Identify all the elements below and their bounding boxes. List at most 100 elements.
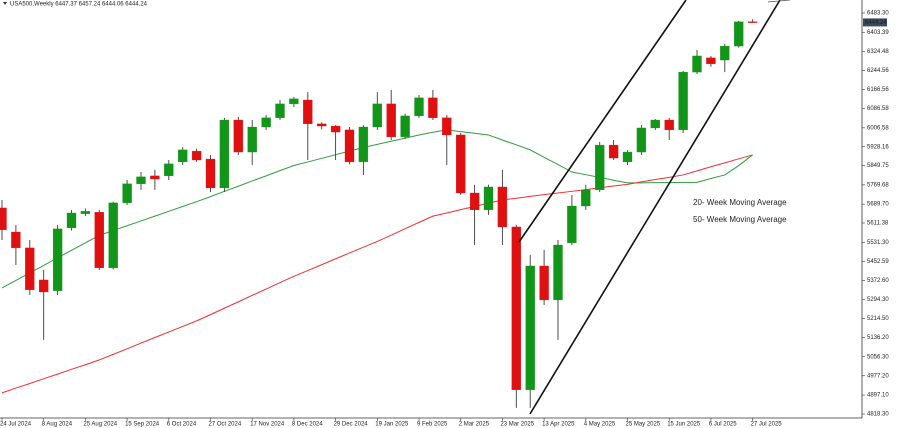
x-tick-label: 24 Jul 2024 — [0, 422, 32, 428]
candle-body — [678, 71, 688, 131]
x-tick-label: 15 Sep 2024 — [125, 422, 160, 428]
x-tick-label: 27 Oct 2024 — [209, 422, 242, 428]
candle-body — [608, 144, 619, 159]
x-tick-label: 8 Aug 2024 — [42, 422, 73, 428]
y-tick-label: 6244.56 — [867, 68, 889, 74]
candle-body — [289, 98, 299, 105]
candle-body — [25, 247, 35, 290]
x-tick-label: 19 Jan 2025 — [375, 422, 409, 428]
candle-body — [553, 244, 563, 301]
channel-mark — [767, 0, 791, 3]
candle-body — [330, 125, 341, 133]
x-tick-label: 25 Aug 2024 — [83, 422, 117, 428]
x-tick-label: 2 Mar 2025 — [459, 422, 490, 428]
candle-body — [664, 119, 674, 131]
y-tick-label: 5214.50 — [867, 316, 889, 322]
candle-body — [706, 57, 716, 65]
candle-body — [303, 99, 313, 125]
y-tick-label: 6403.39 — [867, 30, 889, 36]
last-price-label: 6444.24 — [865, 20, 887, 26]
candle-body — [414, 97, 424, 117]
candle-body — [11, 231, 21, 249]
candle-body — [469, 192, 480, 211]
candle-body — [219, 119, 230, 189]
candle-body — [80, 211, 91, 214]
candle-body — [539, 265, 549, 301]
y-tick-label: 5928.16 — [867, 144, 889, 150]
y-tick-label: 6166.56 — [867, 87, 889, 93]
x-tick-label: 25 May 2025 — [626, 422, 661, 428]
candle-body — [191, 150, 202, 161]
candle-body — [525, 265, 535, 390]
candle-body — [94, 212, 104, 269]
y-tick-label: 5769.68 — [867, 182, 889, 188]
moving-average-line — [1, 154, 753, 394]
candle-body — [622, 151, 633, 163]
y-tick-label: 5689.70 — [867, 202, 889, 208]
candle-body — [650, 119, 660, 129]
x-tick-label: 6 Oct 2024 — [167, 422, 197, 428]
candle-body — [386, 103, 396, 138]
candle-body — [233, 119, 243, 153]
candle-body — [483, 186, 494, 211]
candle-body — [205, 158, 216, 189]
y-tick-label: 6086.58 — [867, 106, 889, 112]
y-tick-label: 5531.30 — [867, 240, 889, 246]
candle-body — [400, 115, 410, 138]
x-tick-label: 17 Nov 2024 — [250, 422, 285, 428]
x-tick-label: 27 Jul 2025 — [751, 422, 783, 428]
y-tick-label: 5372.60 — [867, 278, 889, 284]
candle-body — [108, 202, 118, 269]
candle-body — [720, 45, 730, 61]
x-tick-label: 4 May 2025 — [584, 422, 616, 428]
candle-body — [39, 279, 49, 293]
candle-body — [344, 129, 355, 163]
candle-body — [456, 134, 466, 194]
x-tick-label: 6 Jul 2025 — [709, 422, 737, 428]
candle-body — [261, 117, 271, 128]
y-tick-label: 6483.30 — [867, 11, 889, 17]
candle-body — [636, 127, 647, 153]
legend-entry: 20- Week Moving Average — [693, 198, 787, 207]
chart-title: USA500,Weekly 6447.37 6457.24 6444.06 64… — [10, 2, 148, 8]
y-tick-label: 5452.59 — [867, 259, 889, 265]
x-tick-label: 8 Dec 2024 — [292, 422, 323, 428]
last-price-box — [863, 18, 887, 27]
y-tick-label: 5294.30 — [867, 297, 889, 303]
candle-body — [150, 175, 160, 180]
x-tick-label: 23 Mar 2025 — [500, 422, 534, 428]
candle-body — [692, 55, 702, 73]
candle-body — [747, 21, 758, 23]
candle-body — [66, 212, 77, 229]
candle-body — [136, 176, 146, 184]
legend-entry: 50- Week Moving Average — [693, 215, 787, 224]
y-tick-label: 5849.75 — [867, 163, 889, 169]
candle-body — [358, 126, 369, 163]
x-tick-label: 29 Dec 2024 — [334, 422, 369, 428]
x-tick-label: 9 Feb 2025 — [417, 422, 448, 428]
candle-body — [511, 226, 521, 390]
y-tick-label: 5136.20 — [867, 335, 889, 341]
y-tick-label: 6324.48 — [867, 49, 889, 55]
candle-body — [442, 117, 452, 136]
candle-body — [122, 183, 132, 204]
channel-upper — [518, 0, 687, 243]
symbol-icon — [3, 2, 7, 5]
candle-body — [247, 126, 257, 153]
y-tick-label: 4977.20 — [867, 373, 889, 379]
candle-body — [52, 228, 63, 291]
y-tick-label: 6006.58 — [867, 125, 889, 131]
moving-average-line — [1, 129, 753, 289]
plot-area — [0, 19, 758, 408]
candle-body — [164, 163, 174, 177]
candle-body — [734, 21, 744, 47]
candle-body — [581, 189, 591, 207]
x-tick-label: 13 Apr 2025 — [542, 422, 575, 428]
y-tick-label: 4897.10 — [867, 393, 889, 399]
candle-body — [0, 207, 7, 230]
x-tick-label: 15 Jun 2025 — [667, 422, 701, 428]
candle-body — [497, 186, 508, 228]
candle-body — [317, 123, 327, 127]
